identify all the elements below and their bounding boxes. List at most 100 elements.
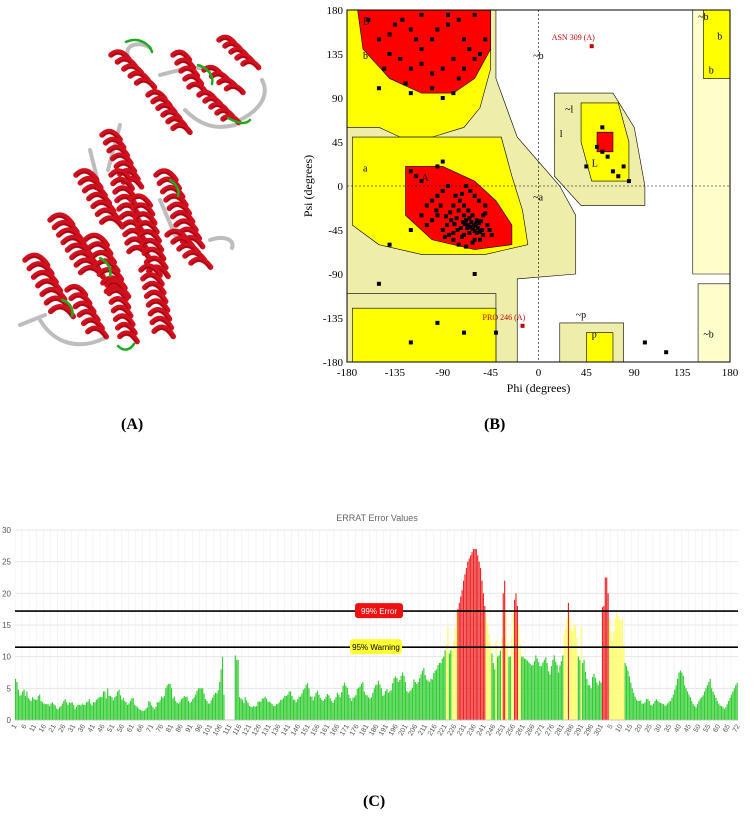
errat-bar — [305, 685, 307, 720]
errat-bar — [654, 701, 656, 720]
errat-bar — [536, 658, 538, 720]
errat-bar — [533, 661, 535, 720]
residue-point — [387, 32, 392, 37]
errat-bar — [607, 593, 609, 720]
residue-point — [477, 237, 482, 242]
errat-bar — [477, 555, 479, 720]
errat-bar — [420, 674, 422, 720]
errat-bar — [373, 688, 375, 720]
errat-bar — [467, 561, 469, 720]
errat-bar — [732, 691, 734, 720]
residue-point — [442, 234, 447, 239]
residue-point — [462, 37, 467, 42]
errat-bar — [458, 602, 460, 720]
helix-turn — [138, 263, 163, 278]
residue-point — [419, 61, 424, 66]
x-tick-label: 1 — [11, 723, 19, 730]
residue-point — [475, 226, 480, 231]
residue-point — [453, 193, 458, 198]
errat-bar — [385, 690, 387, 720]
errat-bar — [535, 655, 537, 720]
errat-bar — [482, 593, 484, 720]
errat-bar — [214, 692, 217, 720]
turn-segment — [226, 116, 252, 125]
errat-bar — [638, 701, 640, 720]
errat-bar — [221, 656, 224, 720]
residue-point — [462, 232, 467, 237]
x-tick-label: 131 — [261, 723, 273, 737]
helix-turn — [145, 298, 171, 313]
errat-bar — [413, 679, 415, 720]
x-tick-label: 171 — [339, 723, 351, 737]
errat-bar — [512, 612, 514, 720]
errat-bar — [83, 704, 85, 720]
caption-b: (B) — [484, 416, 506, 433]
errat-bar — [570, 628, 572, 720]
errat-bar — [253, 706, 255, 720]
helix-turn — [128, 193, 154, 209]
errat-bar — [309, 696, 312, 720]
errat-bar — [611, 640, 613, 720]
residue-point — [470, 240, 475, 245]
errat-bar — [346, 687, 348, 720]
errat-bar — [204, 699, 207, 720]
errat-bar — [574, 625, 577, 720]
errat-bar — [111, 697, 113, 720]
errat-bar — [27, 697, 29, 720]
errat-bar — [307, 683, 309, 720]
x-tick-label: 216 — [427, 723, 439, 737]
errat-bar — [460, 596, 462, 720]
errat-bar — [292, 699, 294, 720]
errat-bar — [88, 699, 90, 720]
residue-point — [408, 66, 413, 71]
errat-bar — [17, 689, 19, 720]
errat-bar — [153, 709, 156, 720]
helix-shade — [152, 319, 171, 330]
errat-bars — [15, 549, 738, 720]
y-tick-label: 25 — [2, 558, 11, 567]
errat-bar — [112, 700, 114, 720]
errat-bar — [176, 702, 178, 720]
errat-bar — [679, 670, 682, 720]
errat-bar — [641, 703, 643, 720]
helix-turn — [114, 193, 139, 209]
errat-bar — [484, 606, 486, 720]
residue-point — [616, 174, 621, 179]
errat-bar — [237, 659, 239, 720]
errat-bar — [40, 701, 42, 720]
errat-bar — [251, 707, 253, 720]
residue-point — [470, 213, 475, 218]
errat-bar — [74, 708, 76, 720]
errat-bar — [333, 699, 336, 720]
errat-bar — [244, 697, 246, 720]
errat-bar — [711, 688, 713, 720]
residue-point — [430, 218, 435, 223]
x-tick-label: 20 — [634, 723, 644, 733]
x-tick-label: 221 — [437, 723, 449, 737]
threshold-badge — [350, 639, 402, 655]
errat-bar — [56, 708, 58, 720]
errat-bar — [472, 549, 475, 720]
errat-bar — [277, 704, 279, 720]
errat-bar — [360, 683, 363, 720]
errat-bar — [399, 680, 401, 720]
errat-bar — [699, 698, 701, 720]
errat-bar — [730, 694, 733, 720]
errat-bar — [290, 691, 292, 720]
errat-bar — [406, 690, 408, 720]
helix-shade — [138, 223, 157, 234]
errat-bar — [538, 662, 540, 720]
residue-point — [456, 208, 461, 213]
errat-bar — [662, 704, 664, 720]
errat-bar — [212, 697, 214, 720]
errat-bar — [159, 700, 161, 720]
errat-bar — [353, 697, 355, 720]
residue-point — [466, 208, 471, 213]
x-tick-label: 90 — [629, 367, 641, 379]
residue-point — [471, 224, 476, 229]
errat-bar — [192, 699, 194, 720]
errat-bar — [430, 678, 432, 720]
x-tick-label: 51 — [106, 723, 116, 733]
x-tick-label: 35 — [663, 723, 673, 733]
caption-c: (C) — [363, 793, 386, 810]
